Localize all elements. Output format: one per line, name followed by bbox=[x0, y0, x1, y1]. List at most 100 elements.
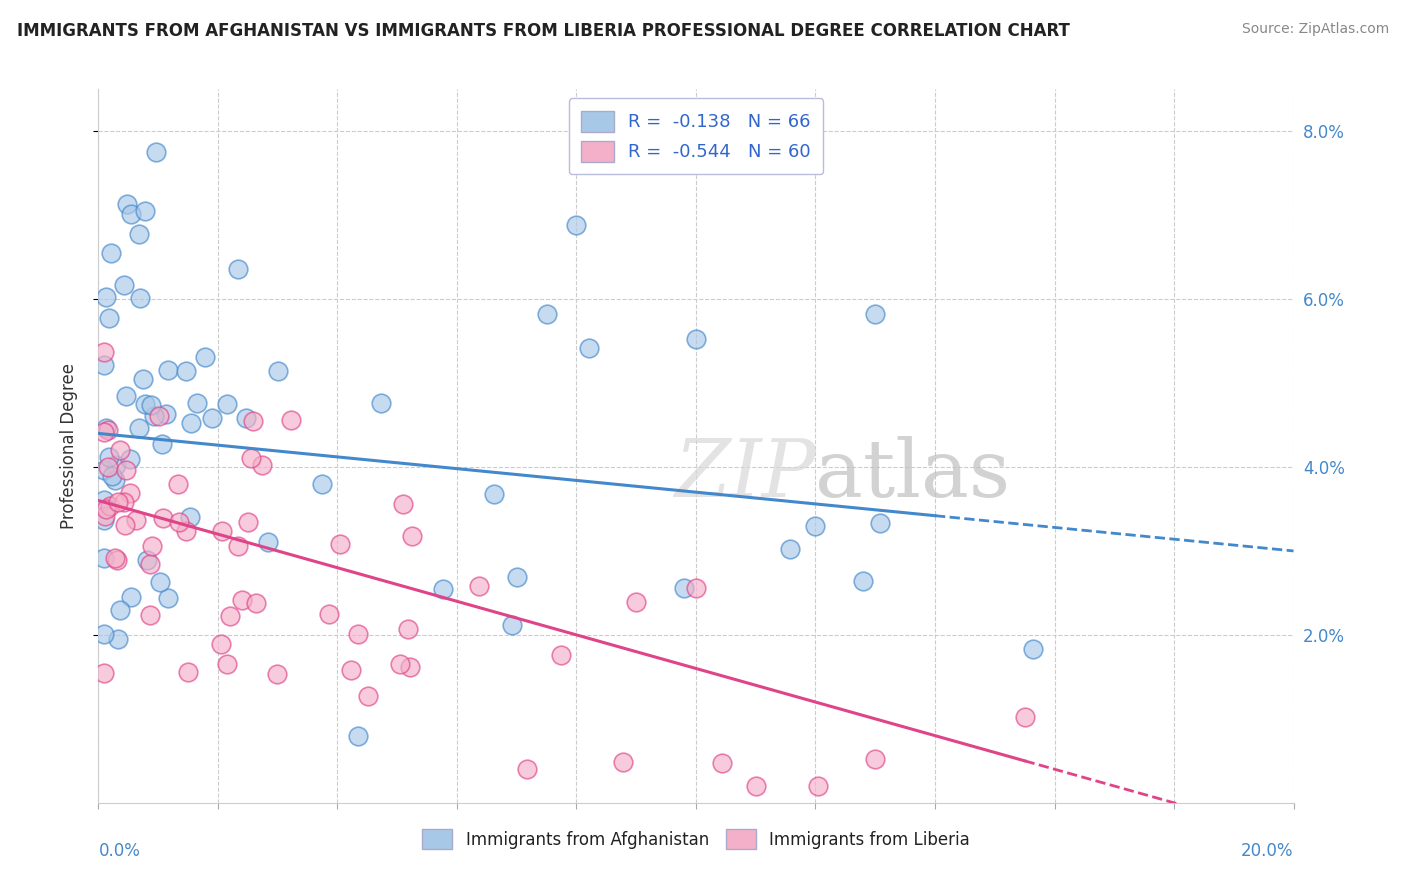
Point bbox=[347, 729, 370, 743]
Text: 20.0%: 20.0% bbox=[1241, 842, 1294, 860]
Point bbox=[685, 333, 707, 347]
Point bbox=[807, 779, 830, 793]
Point bbox=[150, 437, 173, 451]
Point bbox=[501, 618, 523, 632]
Point bbox=[114, 463, 136, 477]
Point bbox=[105, 458, 128, 472]
Point bbox=[120, 591, 142, 605]
Point bbox=[93, 493, 115, 508]
Point bbox=[166, 477, 188, 491]
Point bbox=[101, 469, 124, 483]
Point bbox=[156, 591, 179, 605]
Point bbox=[143, 409, 166, 424]
Point bbox=[141, 539, 163, 553]
Point bbox=[1014, 710, 1036, 724]
Point bbox=[100, 245, 122, 260]
Text: Source: ZipAtlas.com: Source: ZipAtlas.com bbox=[1241, 22, 1389, 37]
Point bbox=[339, 663, 361, 677]
Point bbox=[107, 632, 129, 647]
Point bbox=[149, 575, 172, 590]
Point bbox=[231, 593, 253, 607]
Point bbox=[865, 307, 887, 321]
Point bbox=[107, 495, 129, 509]
Point bbox=[612, 755, 634, 769]
Point bbox=[93, 513, 115, 527]
Point bbox=[399, 659, 422, 673]
Point bbox=[117, 196, 139, 211]
Point bbox=[280, 412, 302, 426]
Point bbox=[94, 421, 117, 435]
Point bbox=[112, 277, 135, 292]
Point bbox=[347, 627, 370, 641]
Point bbox=[129, 292, 152, 306]
Point bbox=[120, 485, 142, 500]
Point bbox=[110, 443, 132, 458]
Point bbox=[94, 501, 117, 516]
Point bbox=[104, 474, 127, 488]
Point bbox=[97, 423, 120, 437]
Point bbox=[468, 579, 491, 593]
Point bbox=[779, 541, 801, 556]
Point bbox=[245, 596, 267, 610]
Text: IMMIGRANTS FROM AFGHANISTAN VS IMMIGRANTS FROM LIBERIA PROFESSIONAL DEGREE CORRE: IMMIGRANTS FROM AFGHANISTAN VS IMMIGRANT… bbox=[17, 22, 1070, 40]
Point bbox=[155, 407, 177, 421]
Point bbox=[93, 425, 115, 440]
Point bbox=[239, 451, 262, 466]
Text: 0.0%: 0.0% bbox=[98, 842, 141, 860]
Point bbox=[211, 524, 233, 539]
Point bbox=[134, 397, 156, 411]
Point bbox=[266, 666, 288, 681]
Point bbox=[128, 420, 150, 434]
Point bbox=[311, 477, 333, 491]
Point bbox=[132, 372, 155, 386]
Point bbox=[194, 351, 217, 365]
Point bbox=[250, 458, 273, 473]
Point bbox=[1022, 641, 1045, 656]
Point bbox=[804, 519, 827, 533]
Point bbox=[93, 463, 115, 477]
Point bbox=[134, 203, 156, 218]
Point bbox=[176, 665, 198, 679]
Point bbox=[392, 498, 415, 512]
Point bbox=[186, 396, 208, 410]
Point bbox=[93, 358, 115, 372]
Point bbox=[108, 602, 131, 616]
Legend: Immigrants from Afghanistan, Immigrants from Liberia: Immigrants from Afghanistan, Immigrants … bbox=[412, 820, 980, 859]
Text: atlas: atlas bbox=[815, 435, 1011, 514]
Point bbox=[114, 518, 136, 533]
Point bbox=[174, 524, 197, 539]
Point bbox=[370, 396, 392, 410]
Point bbox=[235, 411, 257, 425]
Point bbox=[97, 460, 120, 475]
Point bbox=[209, 637, 232, 651]
Point bbox=[550, 648, 572, 663]
Point bbox=[396, 622, 419, 636]
Y-axis label: Professional Degree: Professional Degree bbox=[59, 363, 77, 529]
Point bbox=[516, 762, 538, 776]
Point bbox=[389, 657, 412, 671]
Point bbox=[174, 364, 197, 378]
Point bbox=[180, 416, 202, 430]
Point bbox=[201, 411, 224, 425]
Point bbox=[93, 508, 115, 523]
Point bbox=[93, 626, 115, 640]
Point bbox=[105, 553, 128, 567]
Point bbox=[141, 398, 163, 412]
Point bbox=[256, 535, 278, 549]
Point bbox=[93, 344, 115, 359]
Point bbox=[219, 608, 242, 623]
Point bbox=[125, 513, 148, 527]
Point bbox=[565, 218, 588, 232]
Point bbox=[138, 558, 160, 572]
Point bbox=[152, 511, 174, 525]
Point bbox=[104, 550, 127, 565]
Point bbox=[139, 607, 162, 622]
Point bbox=[869, 516, 891, 530]
Point bbox=[745, 779, 768, 793]
Point bbox=[145, 145, 167, 159]
Point bbox=[329, 537, 352, 551]
Point bbox=[148, 409, 170, 423]
Point bbox=[238, 515, 260, 529]
Point bbox=[506, 569, 529, 583]
Point bbox=[136, 553, 159, 567]
